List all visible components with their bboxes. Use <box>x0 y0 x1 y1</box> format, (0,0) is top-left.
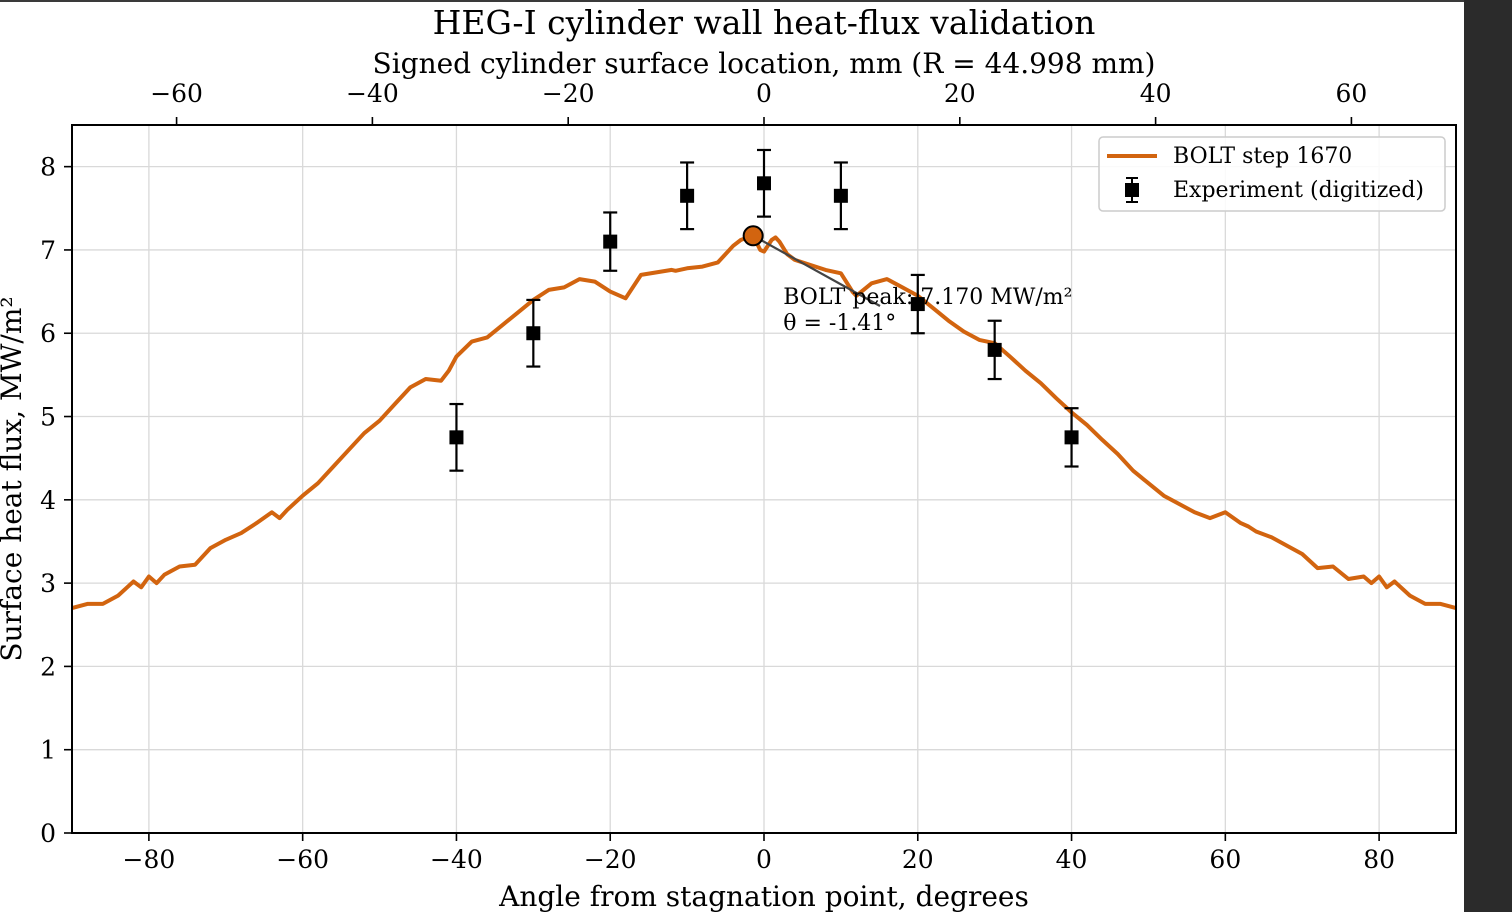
peak-annotation: BOLT peak: 7.170 MW/m²θ = -1.41° <box>742 225 1072 336</box>
experiment-point <box>603 234 618 249</box>
y-tick-label: 5 <box>40 403 56 432</box>
y-tick-label: 8 <box>40 153 56 182</box>
legend: BOLT step 1670 Experiment (digitized) <box>1098 136 1446 212</box>
experiment-point <box>526 326 541 341</box>
x-tick-label: 80 <box>1363 845 1395 874</box>
legend-box <box>1098 136 1446 212</box>
top-tick-label: −40 <box>346 79 399 108</box>
plot-frame <box>71 124 1457 834</box>
y-tick-label: 6 <box>40 319 56 348</box>
top-tick-label: −20 <box>542 79 595 108</box>
annotation-arrow <box>752 234 881 307</box>
top-tick-label: 40 <box>1140 79 1172 108</box>
grid-lines <box>72 125 1456 834</box>
experiment-point <box>1064 430 1079 445</box>
y-tick-label: 3 <box>40 569 56 598</box>
chart-title: HEG-I cylinder wall heat-flux validation <box>433 3 1096 42</box>
top-axis-label: Signed cylinder surface location, mm (R … <box>373 47 1156 80</box>
legend-label: Experiment (digitized) <box>1173 178 1424 203</box>
x-tick-label: 20 <box>902 845 934 874</box>
x-tick-label: 60 <box>1209 845 1241 874</box>
y-tick-label: 2 <box>40 652 56 681</box>
experiment-point <box>910 297 925 312</box>
legend-label: BOLT step 1670 <box>1173 144 1352 169</box>
x-tick-label: −40 <box>430 845 483 874</box>
experiment-point <box>833 188 848 203</box>
x-tick-label: 0 <box>756 845 772 874</box>
peak-marker <box>742 225 764 247</box>
x-tick-label: −60 <box>276 845 329 874</box>
top-tick-label: 0 <box>756 79 772 108</box>
annotation-text-line: BOLT peak: 7.170 MW/m² <box>783 285 1072 310</box>
y-tick-label: 1 <box>40 736 56 765</box>
top-tick-label: 60 <box>1336 79 1368 108</box>
x-tick-label: −80 <box>123 845 176 874</box>
experiment-point <box>449 430 464 445</box>
y-tick-label: 0 <box>40 819 56 848</box>
y-tick-label: 7 <box>40 236 56 265</box>
x-tick-label: −20 <box>584 845 637 874</box>
window-top-edge <box>0 0 1464 2</box>
window-side-strip <box>1464 0 1512 912</box>
y-axis-label: Surface heat flux, MW/m² <box>0 296 28 661</box>
experiment-point <box>680 188 695 203</box>
legend-square-swatch <box>1125 183 1139 197</box>
top-tick-label: −60 <box>150 79 203 108</box>
experiment-point <box>987 342 1002 357</box>
bolt-series-line <box>71 233 1457 611</box>
plot-axes: −80 −60 −40 −20 0 20 40 60 80 0 1 2 3 4 5 6 7 8 −60 −40 −20 0… <box>40 79 1457 874</box>
annotation-text-line: θ = -1.41° <box>783 311 896 336</box>
x-axis-label: Angle from stagnation point, degrees <box>498 880 1029 912</box>
plot-data <box>71 148 1457 611</box>
experiment-point <box>757 176 771 191</box>
x-tick-label: 40 <box>1056 845 1088 874</box>
top-tick-label: 20 <box>944 79 976 108</box>
heat-flux-chart: −80 −60 −40 −20 0 20 40 60 80 0 1 2 3 4 5 6 7 8 −60 −40 −20 0… <box>0 3 1457 912</box>
y-tick-label: 4 <box>40 486 56 515</box>
